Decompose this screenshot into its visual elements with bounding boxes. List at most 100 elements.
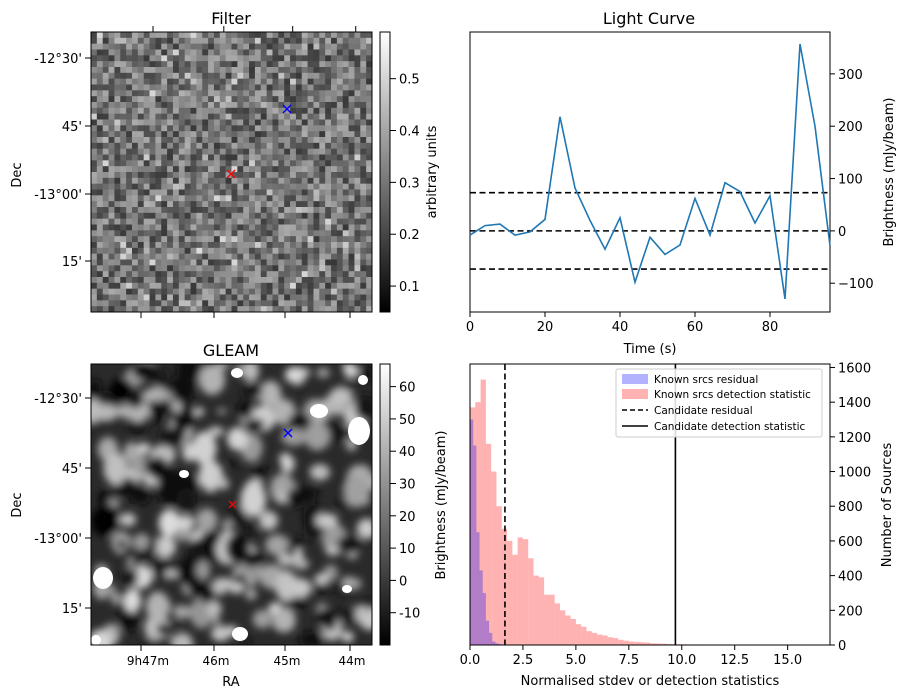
filter-pixel [360,113,367,120]
filter-pixel [202,189,209,196]
filter-pixel [225,201,232,208]
filter-pixel [325,166,332,173]
filter-pixel [319,49,326,56]
filter-pixel [307,84,314,91]
filter-pixel [237,259,244,266]
filter-pixel [108,195,115,202]
filter-pixel [360,212,367,220]
filter-pixel [272,300,279,307]
filter-pixel [295,277,303,284]
filter-pixel [366,125,373,132]
filter-pixel [278,195,285,202]
filter-pixel [278,306,285,313]
filter-pixel [149,277,156,284]
filter-pixel [96,78,104,85]
filter-pixel [96,43,104,50]
histogram-detection-bar [660,643,666,645]
filter-pixel [325,96,332,103]
filter-pixel [278,230,285,237]
filter-pixel [114,201,121,208]
filter-pixel [319,236,326,243]
filter-pixel [360,195,367,202]
filter-pixel [301,294,308,301]
filter-pixel [149,154,156,161]
filter-pixel [126,236,133,243]
filter-pixel [260,236,268,243]
filter-pixel [290,177,297,185]
filter-pixel [213,172,221,179]
filter-pixel [184,142,191,150]
filter-pixel [219,72,227,80]
filter-pixel [336,154,344,161]
filter-pixel [331,107,338,115]
filter-pixel [354,84,361,91]
filter-colorbar-label: arbitrary units [425,125,440,218]
gleam-blob [252,464,267,483]
filter-pixel [354,195,361,202]
filter-pixel [260,201,268,208]
filter-pixel [336,72,344,80]
gleam-y-axis-label: Dec [10,492,25,517]
filter-pixel [120,230,127,237]
filter-pixel [348,43,355,50]
light-curve-y-tick-label: 100 [838,173,863,188]
filter-pixel [360,271,367,278]
filter-pixel [301,201,308,208]
filter-pixel [137,102,145,109]
filter-pixel [190,43,197,50]
filter-pixel [266,148,273,155]
filter-pixel [196,137,203,144]
filter-pixel [184,236,191,243]
filter-pixel [331,61,338,68]
filter-pixel [172,177,180,185]
filter-pixel [96,271,104,278]
filter-pixel [295,166,303,173]
filter-pixel [167,55,174,62]
filter-pixel [161,294,168,301]
filter-pixel [231,154,238,161]
filter-pixel [137,294,145,301]
filter-pixel [243,32,250,39]
filter-pixel [272,166,279,173]
filter-pixel [301,212,308,220]
light-curve-title: Light Curve [603,9,695,28]
filter-pixel [284,195,291,202]
filter-pixel [243,259,250,266]
filter-pixel [272,107,279,115]
filter-pixel [114,253,121,260]
filter-pixel [360,288,367,295]
filter-pixel [126,32,133,39]
filter-pixel [284,32,291,39]
filter-pixel [225,72,232,80]
filter-pixel [319,61,326,68]
filter-pixel [184,288,191,295]
filter-pixel [208,55,215,62]
filter-pixel [331,119,338,126]
filter-pixel [126,271,133,278]
filter-pixel [360,160,367,167]
filter-pixel [102,119,109,126]
filter-pixel [120,177,127,185]
filter-pixel [237,207,244,214]
filter-pixel [272,195,279,202]
filter-pixel [172,61,180,68]
filter-pixel [96,90,104,97]
filter-pixel [167,78,174,85]
filter-pixel [360,142,367,150]
filter-pixel [272,294,279,301]
filter-pixel [260,195,268,202]
filter-pixel [237,43,244,50]
filter-pixel [295,119,303,126]
filter-pixel [172,84,180,91]
filter-pixel [91,78,98,85]
filter-pixel [102,84,109,91]
filter-pixel [331,113,338,120]
filter-pixel [319,177,326,185]
filter-pixel [295,218,303,225]
filter-pixel [307,43,314,50]
filter-pixel [108,55,115,62]
filter-pixel [366,177,373,185]
filter-pixel [254,113,262,120]
filter-colorbar-tick-label: 0.3 [399,176,420,191]
filter-pixel [278,148,285,155]
